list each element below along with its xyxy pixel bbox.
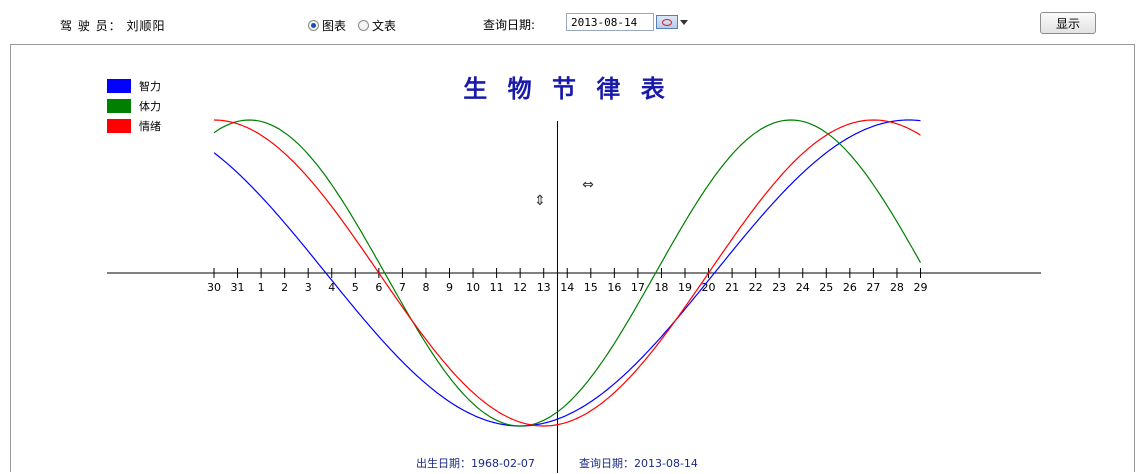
driver-label: 驾 驶 员： 刘顺阳 [60,19,166,33]
legend-label-1: 体力 [139,99,161,113]
legend-label-0: 智力 [139,79,161,93]
legend-label-2: 情绪 [139,119,161,133]
series-line-1 [213,119,922,427]
markers: ⇕ ⇔ [534,177,594,209]
legend-swatch-1 [107,99,131,113]
series-group [213,119,922,427]
x-tick-label-29: 28 [890,281,904,294]
x-tick-label-6: 5 [352,281,359,294]
query-date-label: 查询日期: [483,18,536,32]
x-tick-label-27: 26 [843,281,857,294]
x-tick-label-11: 10 [466,281,480,294]
legend-swatch-2 [107,119,131,133]
x-tick-label-16: 15 [584,281,598,294]
x-tick-label-17: 16 [607,281,621,294]
chart-frame: 智力 体力 情绪 生 物 节 律 表 30 31 1 2 3 4 5 6 7 8 9 10 11 12 13 14… [10,44,1135,473]
calendar-icon [656,15,678,29]
query-date-footer: 查询日期：2013-08-14 [579,456,698,470]
chart-view-label: 图表 [322,19,347,33]
x-tick-label-14: 13 [537,281,551,294]
x-tick-label-28: 27 [866,281,880,294]
x-tick-label-9: 8 [422,281,429,294]
x-tick-label-3: 2 [281,281,288,294]
view-mode-radio-group: 图表 文表 [308,17,408,34]
x-tick-label-19: 18 [654,281,668,294]
horizontal-drag-marker[interactable]: ⇔ [582,177,594,193]
radio-unselected-icon[interactable] [358,20,370,31]
legend-swatch-0 [107,79,131,93]
birth-date-label: 出生日期：1968-02-07 [416,456,535,470]
show-button[interactable]: 显示 [1040,12,1096,34]
text-view-radio[interactable]: 文表 [358,17,396,34]
x-tick-label-25: 24 [796,281,810,294]
x-tick-label-24: 23 [772,281,786,294]
x-tick-label-2: 1 [258,281,265,294]
axes: 30 31 1 2 3 4 5 6 7 8 9 10 11 12 13 14 15 16 17 18 19 20 21 22 2… [107,121,1041,473]
x-tick-label-22: 21 [725,281,739,294]
x-tick-label-21: 20 [702,281,716,294]
x-tick-label-1: 31 [231,281,245,294]
text-view-label: 文表 [372,19,397,33]
x-tick-label-15: 14 [560,281,574,294]
query-date-input[interactable] [566,13,654,31]
x-tick-label-12: 11 [490,281,504,294]
chevron-down-icon [680,19,688,25]
x-tick-label-13: 12 [513,281,527,294]
x-tick-label-23: 22 [749,281,763,294]
x-tick-label-7: 6 [375,281,382,294]
toolbar: 驾 驶 员： 刘顺阳 图表 文表 查询日期: 显示 [0,0,1139,44]
x-tick-label-20: 19 [678,281,692,294]
x-tick-label-18: 17 [631,281,645,294]
series-line-2 [213,119,921,427]
x-tick-label-10: 9 [446,281,453,294]
x-tick-label-4: 3 [305,281,312,294]
calendar-picker-button[interactable] [656,13,694,31]
chart-view-radio[interactable]: 图表 [308,17,346,34]
x-tick-label-26: 25 [819,281,833,294]
x-tick-label-0: 30 [207,281,221,294]
chart-title: 生 物 节 律 表 [463,74,670,103]
x-tick-label-8: 7 [399,281,406,294]
x-tick-label-5: 4 [328,281,335,294]
radio-selected-icon[interactable] [308,20,319,31]
series-line-0 [213,119,921,427]
x-tick-label-30: 29 [914,281,928,294]
vertical-drag-marker[interactable]: ⇕ [534,193,546,209]
